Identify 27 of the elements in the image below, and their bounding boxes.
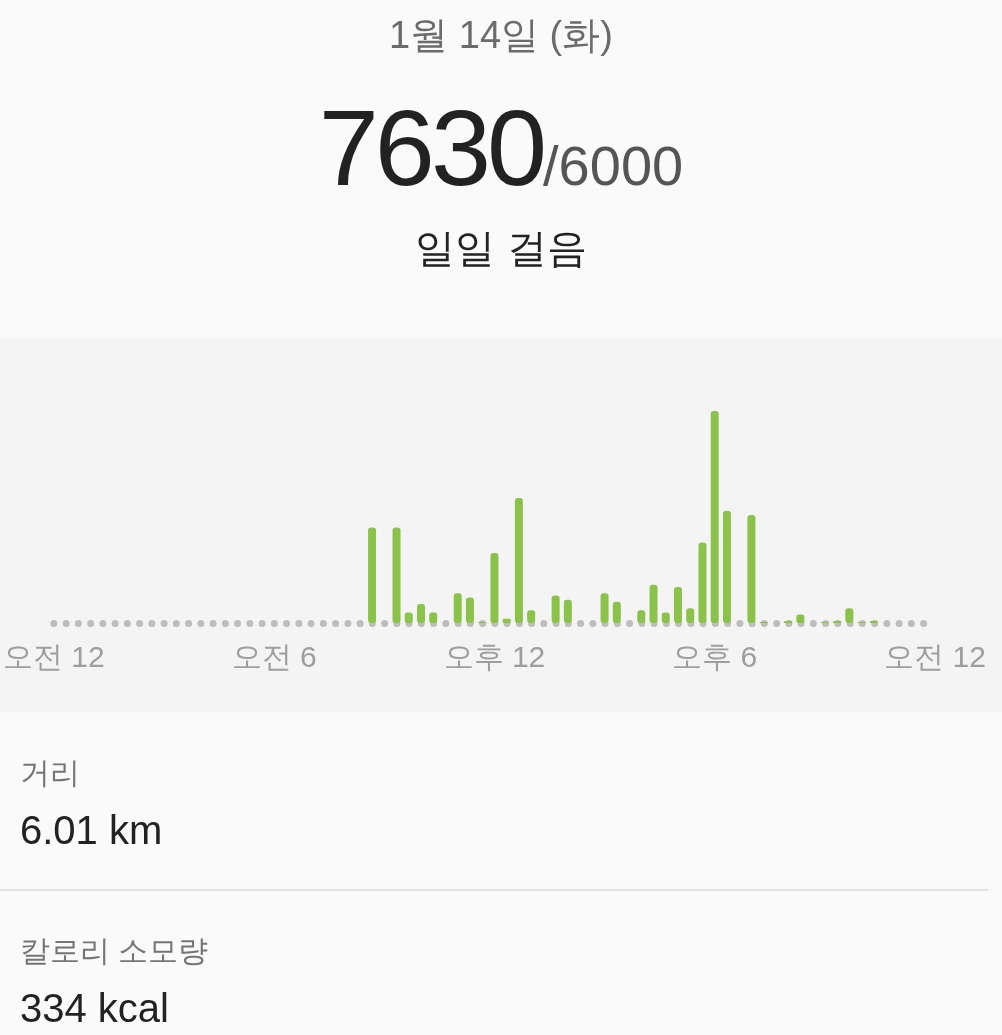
x-tick-label: 오후 12: [443, 639, 546, 673]
bar: [600, 593, 609, 623]
x-tick-label: 오전 12: [884, 639, 986, 673]
chart-title: 1월 14일 (화): [388, 13, 614, 58]
bar: [722, 510, 731, 623]
bar: [392, 527, 401, 623]
text: 칼로리 소모량: [20, 933, 209, 969]
bar: [698, 542, 707, 623]
bar: [465, 597, 474, 623]
bar: [710, 411, 719, 623]
bar: [368, 527, 377, 623]
bar: [514, 497, 523, 623]
bar: [649, 584, 658, 623]
bar: [674, 586, 682, 623]
text: 7630/6000: [318, 87, 684, 208]
bar: [453, 593, 462, 623]
x-tick-label: 오후 6: [672, 639, 758, 673]
text: 거리: [20, 755, 80, 791]
bar: [563, 599, 572, 623]
x-tick-label: 오전 6: [231, 639, 317, 673]
x-tick-label: 오전 12: [2, 639, 105, 673]
text: 334 kcal: [20, 985, 169, 1032]
bar: [490, 553, 499, 623]
text: 일일 걸음: [414, 225, 588, 272]
text: 6.01 km: [20, 807, 163, 854]
bar: [747, 514, 756, 623]
bar: [551, 595, 560, 623]
